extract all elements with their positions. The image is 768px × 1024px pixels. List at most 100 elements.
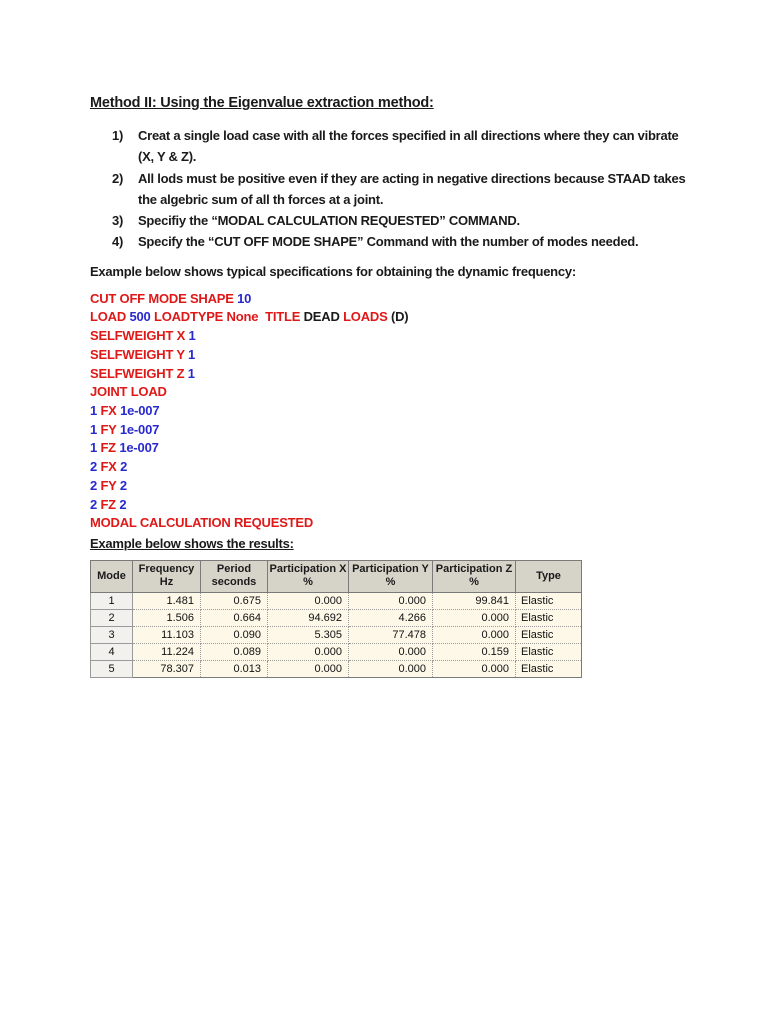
value-cell: 99.841 (432, 591, 516, 610)
code-segment: MODAL CALCULATION REQUESTED (90, 515, 314, 531)
code-segment: (D) (387, 309, 409, 325)
code-segment: FX (97, 459, 121, 475)
code-segment: FY (97, 421, 120, 437)
code-segment: CUT OFF MODE SHAPE (90, 290, 238, 306)
mode-cell: 1 (90, 591, 133, 610)
code-segment: 1 (187, 365, 195, 381)
code-segment: DEAD (300, 309, 344, 325)
list-item-number: 2) (112, 170, 124, 186)
code-segment: 1 (90, 421, 98, 437)
value-cell: 0.159 (432, 642, 516, 661)
code-line: JOINT LOAD (90, 383, 690, 402)
type-cell: Elastic (515, 625, 582, 644)
table-header-cell: Period seconds (200, 559, 268, 593)
code-line: MODAL CALCULATION REQUESTED (90, 514, 690, 533)
mode-cell: 5 (90, 659, 133, 678)
table-header-line: Mode (97, 569, 126, 582)
code-segment: LOADTYPE None (150, 309, 259, 325)
table-header-cell: Participation Y% (348, 559, 433, 593)
code-segment: 1 (188, 346, 196, 362)
table-header-line: seconds (211, 576, 257, 589)
code-segment: 2 (119, 477, 127, 493)
list-item-number: 3) (112, 213, 124, 229)
value-cell: 94.692 (267, 608, 349, 627)
code-segment: 10 (237, 290, 252, 306)
table-header-cell: Mode (90, 559, 133, 593)
table-row: 5 78.307 0.013 0.000 0.000 0.000 Elastic (90, 659, 582, 678)
value-cell: 4.266 (348, 608, 433, 627)
type-cell: Elastic (515, 642, 582, 661)
table-header-line: Participation X (269, 563, 347, 576)
table-header-line: Period (216, 563, 252, 576)
code-segment: 2 (119, 496, 127, 512)
value-cell: 0.013 (200, 659, 268, 678)
value-cell: 11.224 (132, 642, 201, 661)
value-cell: 0.664 (200, 608, 268, 627)
code-line: 2 FY 2 (90, 477, 690, 496)
table-head: Mode Frequency Hz Period seconds Participatio… (90, 559, 582, 593)
value-cell: 0.000 (267, 642, 349, 661)
code-segment: JOINT LOAD (90, 384, 167, 400)
code-segment: 2 (90, 496, 98, 512)
page-content: Method II: Using the Eigenvalue extracti… (90, 95, 690, 678)
table-header-line: % (385, 576, 396, 589)
code-segment: 1e-007 (119, 421, 160, 437)
code-line: SELFWEIGHT Z 1 (90, 365, 690, 384)
code-segment: FY (97, 477, 120, 493)
code-line: 1 FY 1e-007 (90, 421, 690, 440)
section-heading: Method II: Using the Eigenvalue extracti… (90, 95, 434, 111)
results-intro-text: Example below shows the results: (90, 535, 294, 551)
mode-cell: 4 (90, 642, 133, 661)
list-item-text: All lods must be positive even if they a… (138, 170, 686, 207)
code-segment: 2 (120, 459, 128, 475)
value-cell: 11.103 (132, 625, 201, 644)
code-segment: SELFWEIGHT Y (90, 346, 189, 362)
modal-results-table: Mode Frequency Hz Period seconds Participatio… (90, 559, 582, 678)
value-cell: 0.000 (432, 608, 516, 627)
value-cell: 77.478 (348, 625, 433, 644)
table-header-row: Mode Frequency Hz Period seconds Participatio… (90, 559, 582, 593)
table-header-cell: Type (515, 559, 582, 593)
table-header-line: Type (536, 569, 561, 582)
code-segment: TITLE (265, 309, 301, 325)
value-cell: 0.000 (348, 591, 433, 610)
code-segment: 1e-007 (119, 440, 159, 456)
code-segment: FZ (97, 496, 120, 512)
code-segment: 2 (90, 477, 98, 493)
table-header-line: Participation Z (435, 563, 513, 576)
list-item: 1) Creat a single load case with all the … (112, 125, 690, 168)
value-cell: 1.506 (132, 608, 201, 627)
code-segment: 500 (129, 309, 151, 325)
code-segment: 1 (188, 328, 196, 344)
table-header-cell: Participation Z% (432, 559, 516, 593)
value-cell: 0.090 (200, 625, 268, 644)
code-segment: LOADS (343, 309, 388, 325)
code-line: LOAD 500 LOADTYPE None TITLE DEAD LOADS … (90, 308, 690, 327)
table-header-line: % (303, 576, 313, 589)
table-header-cell: Frequency Hz (132, 559, 201, 593)
spec-intro-text: Example below shows typical specificatio… (90, 263, 576, 279)
code-segment: LOAD (90, 309, 130, 325)
list-item: 4) Specify the “CUT OFF MODE SHAPE” Comma… (112, 231, 690, 252)
code-segment: FX (97, 403, 121, 418)
code-segment: SELFWEIGHT Z (90, 365, 188, 381)
list-item: 3) Specifiy the “MODAL CALCULATION REQUES… (112, 210, 690, 231)
value-cell: 0.675 (200, 591, 268, 610)
staad-code-block: CUT OFF MODE SHAPE 10 LOAD 500 LOADTYPE N… (90, 290, 690, 533)
value-cell: 0.000 (348, 659, 433, 678)
mode-cell: 2 (90, 608, 133, 627)
list-item-number: 1) (112, 128, 124, 143)
code-line: SELFWEIGHT Y 1 (90, 346, 690, 365)
table-row: 2 1.506 0.664 94.692 4.266 0.000 Elastic (90, 608, 582, 627)
table-body: 1 1.481 0.675 0.000 0.000 99.841 Elastic 2 1.506… (90, 591, 582, 678)
type-cell: Elastic (515, 659, 582, 678)
value-cell: 0.000 (432, 659, 516, 678)
table-row: 1 1.481 0.675 0.000 0.000 99.841 Elastic (90, 591, 582, 610)
value-cell: 0.000 (348, 642, 433, 661)
instruction-list: 1) Creat a single load case with all the … (112, 125, 690, 253)
value-cell: 78.307 (132, 659, 201, 678)
code-line: CUT OFF MODE SHAPE 10 (90, 290, 690, 309)
code-segment: 2 (90, 459, 98, 475)
table-row: 3 11.103 0.090 5.305 77.478 0.000 Elastic (90, 625, 582, 644)
code-line: 1 FZ 1e-007 (90, 439, 690, 458)
